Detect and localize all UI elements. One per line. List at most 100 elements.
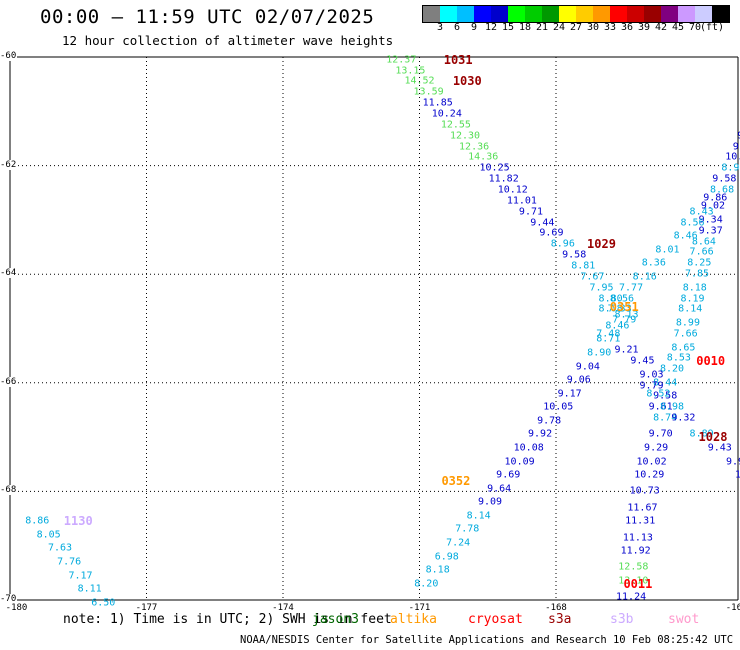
wave-height-label: 10.26 bbox=[725, 151, 740, 163]
wave-height-label: 8.44 bbox=[653, 377, 678, 389]
color-swatch bbox=[525, 6, 542, 22]
wave-height-label: 7.24 bbox=[446, 537, 471, 549]
color-scale-label: 39 bbox=[637, 22, 651, 33]
wave-height-label: 9.58 bbox=[562, 249, 587, 261]
wave-height-label: 11.01 bbox=[506, 195, 537, 207]
legend-entry-s3b: s3b bbox=[610, 612, 634, 627]
wave-height-label: 9.92 bbox=[528, 428, 553, 440]
wave-height-label: 7.79 bbox=[612, 314, 637, 326]
color-swatch bbox=[644, 6, 661, 22]
wave-height-label: 7.67 bbox=[580, 271, 605, 283]
wave-height-label: 8.11 bbox=[77, 583, 102, 595]
wave-height-label: 8.98 bbox=[659, 401, 685, 413]
x-tick-label: -171 bbox=[408, 603, 431, 613]
wave-height-label: 9.09 bbox=[477, 496, 503, 508]
wave-height-label: 8.13 bbox=[614, 309, 639, 321]
wave-height-label: 12.37 bbox=[386, 54, 417, 66]
wave-height-label: 8.36 bbox=[641, 257, 666, 269]
wave-height-label: 12.30 bbox=[449, 130, 481, 142]
wave-height-label: 9.47 bbox=[732, 141, 740, 153]
wave-height-label: 10.12 bbox=[497, 184, 528, 196]
wave-height-label: 10.24 bbox=[431, 108, 462, 120]
wave-height-label: 8.14 bbox=[466, 510, 491, 522]
color-swatch bbox=[542, 6, 559, 22]
wave-height-label: 8.25 bbox=[687, 257, 712, 269]
wave-height-label: 7.78 bbox=[455, 523, 480, 535]
wave-height-label: 8.90 bbox=[587, 347, 612, 359]
credit-line: NOAA/NESDIS Center for Satellite Applica… bbox=[240, 634, 740, 646]
wave-height-label: 8.20 bbox=[659, 363, 685, 375]
wave-height-label: 8.80 bbox=[598, 293, 623, 305]
wave-height-label: 6.98 bbox=[434, 551, 459, 563]
wave-height-label: 8.96 bbox=[721, 162, 740, 174]
wave-height-label: 8.52 bbox=[646, 388, 671, 400]
wave-height-label: 9.70 bbox=[648, 428, 673, 440]
color-swatch bbox=[695, 6, 712, 22]
wave-height-label: 9.78 bbox=[537, 415, 562, 427]
pass-time-label: 0010 bbox=[696, 354, 726, 369]
wave-height-label: 7.66 bbox=[689, 246, 714, 258]
y-tick-label: -70 bbox=[0, 594, 18, 604]
wave-height-label: 9.17 bbox=[557, 388, 582, 400]
x-tick-label: -180 bbox=[5, 603, 28, 613]
wave-height-label: 8.56 bbox=[680, 217, 705, 229]
color-scale-label: 30 bbox=[586, 22, 600, 33]
wave-height-label: 13.15 bbox=[395, 65, 426, 77]
color-swatch bbox=[576, 6, 593, 22]
wave-height-label: 8.18 bbox=[425, 564, 450, 576]
wave-height-label: 10.08 bbox=[513, 442, 544, 454]
pass-time-label: 1028 bbox=[698, 430, 728, 445]
wave-height-label: 10.6 bbox=[735, 469, 740, 481]
wave-height-label: 9.43 bbox=[707, 442, 732, 454]
wave-height-label: 8.56 bbox=[609, 293, 635, 305]
y-tick-label: -68 bbox=[0, 485, 18, 496]
color-scale-label: 36 bbox=[620, 22, 634, 33]
footer-note: note: 1) Time is in UTC; 2) SWH is in fe… bbox=[63, 612, 392, 627]
wave-height-label: 8.64 bbox=[691, 236, 716, 248]
wave-height-label: 8.16 bbox=[632, 271, 657, 283]
legend-entry-s3a: s3a bbox=[548, 612, 572, 627]
wave-height-label: 7.85 bbox=[685, 268, 710, 280]
x-tick-label: -174 bbox=[272, 603, 294, 613]
color-scale-label: 3 bbox=[436, 22, 444, 33]
wave-height-label: 9.61 bbox=[648, 401, 673, 413]
chart-title: 00:00 – 11:59 UTC 02/07/2025 bbox=[40, 6, 375, 28]
wave-height-label: 8.05 bbox=[36, 529, 61, 541]
wave-height-label: 10.29 bbox=[634, 469, 665, 481]
pass-time-label: 1029 bbox=[587, 237, 616, 252]
wave-height-label: 8.19 bbox=[680, 293, 705, 305]
wave-height-label: 9.02 bbox=[700, 200, 726, 212]
wave-height-label: 11.24 bbox=[616, 591, 647, 603]
wave-height-label: 8.65 bbox=[671, 342, 696, 353]
color-swatch bbox=[661, 6, 678, 22]
color-swatch bbox=[508, 6, 525, 22]
wave-height-label: 8.43 bbox=[689, 206, 714, 218]
pass-time-label: 0351 bbox=[609, 299, 639, 314]
legend-entry-jason3: jason3 bbox=[312, 612, 359, 627]
wave-height-label: 9.86 bbox=[703, 192, 728, 204]
color-scale-label: 33 bbox=[603, 22, 617, 33]
color-swatch bbox=[593, 6, 610, 22]
wave-height-label: 12.36 bbox=[459, 141, 490, 153]
color-scale-bar bbox=[422, 5, 730, 23]
wave-height-label: 11.82 bbox=[488, 173, 519, 185]
color-swatch bbox=[440, 6, 457, 22]
wave-height-label: 9.69 bbox=[496, 469, 521, 481]
color-swatch bbox=[559, 6, 576, 22]
color-scale-label: 45 bbox=[671, 22, 685, 33]
color-scale-label: 70 bbox=[688, 22, 702, 33]
color-scale-label: 15 bbox=[501, 22, 515, 33]
wave-height-label: 9.06 bbox=[566, 374, 591, 386]
wave-height-label: 7.95 bbox=[589, 282, 614, 294]
y-tick-label: -60 bbox=[0, 51, 18, 61]
color-scale-label: 6 bbox=[453, 22, 461, 33]
wave-height-label: 13.10 bbox=[618, 575, 649, 587]
wave-height-label: 10.09 bbox=[504, 456, 535, 468]
y-tick-label: -64 bbox=[0, 268, 18, 279]
color-swatch bbox=[457, 6, 474, 22]
y-tick-label: -66 bbox=[0, 376, 18, 387]
color-swatch bbox=[627, 6, 644, 22]
legend-entry-cryosat: cryosat bbox=[468, 612, 523, 627]
